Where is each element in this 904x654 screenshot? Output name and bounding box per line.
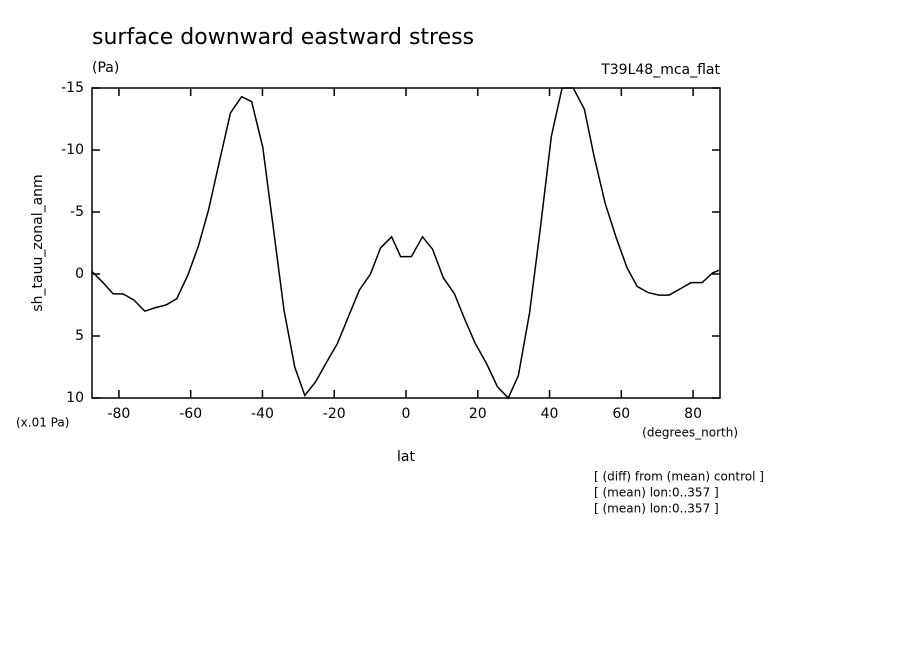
x-tick-label: 60 bbox=[612, 406, 630, 422]
y-axis-label: sh_tauu_zonal_anm bbox=[30, 174, 46, 311]
y-tick-label: 10 bbox=[66, 390, 84, 406]
x-tick-label: -60 bbox=[179, 406, 202, 422]
note: [ (mean) lon:0..357 ] bbox=[594, 486, 719, 500]
model-label: T39L48_mca_flat bbox=[600, 62, 720, 78]
y-tick-label: -5 bbox=[70, 204, 84, 220]
x-axis-label: lat bbox=[397, 449, 415, 465]
data-line bbox=[91, 87, 720, 400]
note: [ (diff) from (mean) control ] bbox=[594, 470, 764, 484]
chart-subtitle: (Pa) bbox=[92, 60, 119, 76]
y-tick-label: 5 bbox=[75, 328, 84, 344]
x-tick-label: 40 bbox=[541, 406, 559, 422]
chart-title: surface downward eastward stress bbox=[92, 25, 474, 50]
y-tick-label: 0 bbox=[75, 266, 84, 282]
plot-frame bbox=[91, 87, 721, 399]
x-tick-label: 80 bbox=[684, 406, 702, 422]
y-units: (x.01 Pa) bbox=[16, 416, 69, 430]
note: [ (mean) lon:0..357 ] bbox=[594, 502, 719, 516]
x-tick-label: -40 bbox=[251, 406, 274, 422]
y-tick-label: -10 bbox=[61, 142, 84, 158]
x-tick-label: 20 bbox=[469, 406, 487, 422]
x-tick-label: -20 bbox=[323, 406, 346, 422]
y-tick-label: -15 bbox=[61, 80, 84, 96]
x-units: (degrees_north) bbox=[642, 426, 738, 440]
x-tick-label: 0 bbox=[402, 406, 411, 422]
x-tick-label: -80 bbox=[107, 406, 130, 422]
